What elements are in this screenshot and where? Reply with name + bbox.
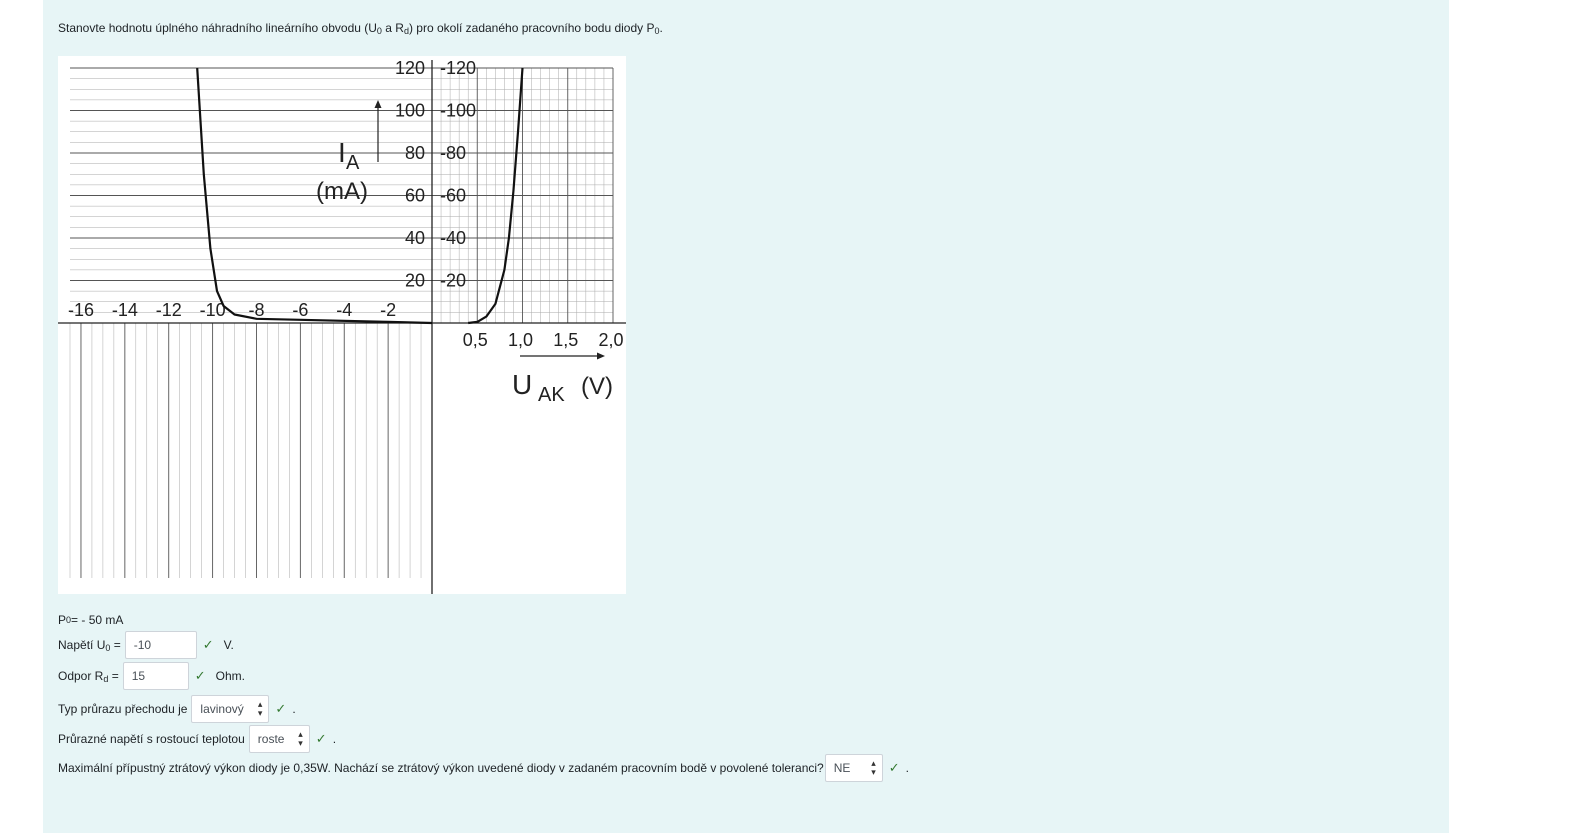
breakdown-temp-value: roste: [257, 732, 285, 746]
y-tick-label: 20: [405, 271, 425, 291]
u0-input[interactable]: [124, 631, 197, 659]
y-tick-label: -60: [440, 186, 466, 206]
question-text: Stanovte hodnotu úplného náhradního line…: [58, 21, 663, 36]
y-tick-label: 40: [405, 228, 425, 248]
y-tick-label: 60: [405, 186, 425, 206]
check-icon: ✓: [275, 701, 287, 716]
breakdown-type-end: .: [292, 702, 296, 716]
y-tick-label: -80: [440, 143, 466, 163]
u0-label: Napětí U0 =: [58, 638, 121, 653]
axes: [58, 60, 626, 594]
power-select[interactable]: NE ▴ ▾: [824, 754, 883, 782]
x-label-main: U: [512, 369, 532, 400]
y-tick-label: -20: [440, 271, 466, 291]
rd-input[interactable]: [122, 662, 189, 690]
x-label-unit: (V): [581, 373, 613, 400]
power-end: .: [905, 761, 909, 775]
x-label-sub: AK: [538, 384, 565, 406]
updown-icon: ▴ ▾: [257, 699, 263, 718]
breakdown-type-row: Typ průrazu přechodu je lavinový ▴ ▾ ✓ .: [58, 695, 296, 723]
check-icon: ✓: [888, 760, 900, 775]
grid-major: [70, 67, 614, 578]
y-label-sub: A: [346, 152, 360, 174]
x-tick-label: -14: [112, 300, 138, 320]
check-icon: ✓: [194, 668, 206, 683]
y-arrow-head: [374, 100, 382, 108]
x-tick-label: 1,5: [553, 330, 578, 350]
x-tick-label: -16: [68, 300, 94, 320]
breakdown-temp-label: Průrazné napětí s rostoucí teplotou: [58, 732, 245, 746]
operating-point: P 0 = - 50 mA: [58, 613, 124, 627]
breakdown-type-select[interactable]: lavinový ▴ ▾: [191, 695, 270, 723]
x-tick-label: -8: [248, 300, 264, 320]
y-label-unit: (mA): [316, 178, 368, 205]
y-tick-label: 100: [395, 101, 425, 121]
chart-svg: -16 -14 -12 -10 -8 -6 -4 -2 0,5 1,0 1,5 2,0 120 100 80…: [58, 58, 626, 594]
rd-unit: Ohm.: [215, 669, 245, 683]
breakdown-temp-end: .: [332, 732, 337, 746]
x-tick-label: -10: [200, 300, 226, 320]
x-tick-label: -4: [336, 300, 352, 320]
forward-curve: [468, 67, 524, 325]
x-tick-label: -6: [292, 300, 308, 320]
y-tick-label: 120: [395, 58, 425, 78]
y-tick-label: 80: [405, 143, 425, 163]
updown-icon: ▴ ▾: [298, 729, 303, 748]
breakdown-temp-select[interactable]: roste ▴ ▾: [248, 725, 310, 753]
breakdown-type-label: Typ průrazu přechodu je: [58, 702, 188, 716]
check-icon: ✓: [202, 637, 214, 652]
x-tick-label: 1,0: [508, 330, 533, 350]
u0-row: Napětí U0 = ✓ V.: [58, 631, 234, 659]
u0-unit: V.: [223, 638, 234, 652]
axis-labels: I A (mA) U AK (V): [316, 100, 613, 406]
x-tick-label: 0,5: [463, 330, 488, 350]
rd-label: Odpor Rd =: [58, 669, 119, 684]
y-label-main: I: [338, 137, 346, 168]
y-tick-label: -100: [440, 101, 476, 121]
reverse-curve: [196, 67, 433, 325]
y-tick-label: -120: [440, 58, 476, 78]
curves: [196, 67, 524, 325]
breakdown-type-value: lavinový: [200, 702, 244, 716]
power-row: Maximální přípustný ztrátový výkon diody…: [58, 754, 909, 782]
power-label: Maximální přípustný ztrátový výkon diody…: [58, 761, 824, 775]
diode-characteristic-chart: -16 -14 -12 -10 -8 -6 -4 -2 0,5 1,0 1,5 2,0 120 100 80…: [58, 56, 626, 594]
breakdown-temp-row: Průrazné napětí s rostoucí teplotou rost…: [58, 725, 336, 753]
power-value: NE: [833, 761, 851, 775]
tick-labels: -16 -14 -12 -10 -8 -6 -4 -2 0,5 1,0 1,5 2,0 120 100 80…: [68, 58, 624, 350]
y-tick-label: -40: [440, 228, 466, 248]
x-tick-label: 2,0: [598, 330, 623, 350]
x-arrow-head: [597, 352, 605, 360]
x-tick-label: -12: [156, 300, 182, 320]
updown-icon: ▴ ▾: [871, 758, 876, 777]
check-icon: ✓: [315, 731, 327, 746]
x-tick-label: -2: [380, 300, 396, 320]
rd-row: Odpor Rd = ✓ Ohm.: [58, 662, 245, 690]
